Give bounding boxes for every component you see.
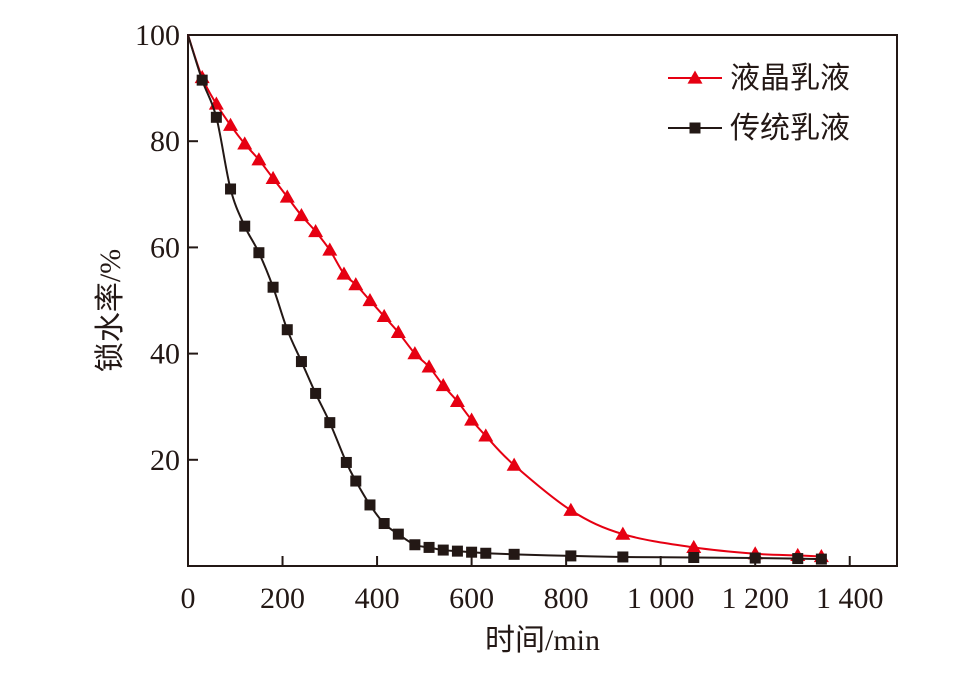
x-tick-label: 0 bbox=[181, 582, 196, 615]
x-tick-label: 1 000 bbox=[627, 582, 695, 615]
legend-item-2: 传统乳液 bbox=[668, 112, 850, 145]
data-point bbox=[265, 170, 281, 184]
data-point bbox=[451, 545, 463, 557]
data-point bbox=[225, 183, 237, 195]
legend-label: 传统乳液 bbox=[730, 112, 850, 145]
data-point bbox=[688, 552, 700, 564]
data-point bbox=[340, 456, 352, 468]
data-point bbox=[253, 247, 265, 259]
data-point bbox=[308, 223, 324, 238]
x-tick-label: 800 bbox=[544, 582, 589, 615]
y-tick-label: 20 bbox=[150, 444, 180, 477]
series-layer bbox=[187, 34, 829, 565]
data-point bbox=[686, 539, 702, 554]
data-point bbox=[508, 548, 520, 560]
legend-marker bbox=[687, 70, 703, 84]
data-point bbox=[267, 281, 279, 293]
data-point bbox=[348, 277, 364, 291]
data-point bbox=[239, 220, 251, 232]
x-tick-label: 200 bbox=[260, 582, 305, 615]
data-point bbox=[378, 518, 390, 530]
data-point bbox=[210, 111, 222, 123]
data-point bbox=[792, 553, 804, 565]
y-axis-title: 锁水率/% bbox=[94, 249, 127, 372]
data-point bbox=[251, 152, 267, 166]
y-tick-label: 80 bbox=[150, 125, 180, 158]
series-2 bbox=[187, 34, 827, 565]
y-tick-label: 60 bbox=[150, 231, 180, 264]
legend-marker bbox=[689, 122, 701, 134]
data-point bbox=[322, 242, 338, 256]
y-tick-label: 100 bbox=[135, 19, 180, 52]
x-axis-title: 时间/min bbox=[485, 624, 600, 657]
data-point bbox=[749, 552, 761, 564]
data-point bbox=[423, 541, 435, 553]
legend-item-1: 液晶乳液 bbox=[668, 62, 850, 95]
data-point bbox=[293, 208, 309, 222]
y-tick-label: 40 bbox=[150, 338, 180, 371]
data-point bbox=[390, 324, 406, 338]
x-tick-label: 1 200 bbox=[721, 582, 789, 615]
data-point bbox=[279, 189, 295, 203]
data-point bbox=[324, 417, 336, 429]
data-point bbox=[615, 526, 631, 540]
x-tick-label: 600 bbox=[449, 582, 494, 615]
data-point bbox=[376, 308, 392, 323]
series-line bbox=[187, 34, 822, 558]
data-point bbox=[617, 551, 629, 563]
data-point bbox=[480, 547, 492, 559]
data-point bbox=[421, 359, 437, 373]
data-point bbox=[435, 377, 451, 392]
data-point bbox=[437, 544, 449, 556]
data-point bbox=[478, 428, 494, 442]
legend-label: 液晶乳液 bbox=[730, 62, 850, 95]
data-point bbox=[409, 539, 421, 551]
data-point bbox=[563, 502, 579, 516]
data-point bbox=[350, 475, 362, 487]
axes: 0 200 400 600 800 1 000 1 200 1 400 20 40 60 80 100 bbox=[135, 19, 898, 615]
data-point bbox=[281, 324, 293, 336]
data-point bbox=[310, 387, 322, 399]
data-point bbox=[295, 356, 307, 368]
x-tick-label: 400 bbox=[355, 582, 400, 615]
x-tick-label: 1 400 bbox=[816, 582, 884, 615]
data-point bbox=[449, 393, 465, 408]
data-point bbox=[362, 293, 378, 307]
data-point bbox=[364, 499, 376, 511]
data-point bbox=[237, 136, 253, 150]
data-point bbox=[506, 457, 522, 471]
data-point bbox=[815, 553, 827, 565]
plot-frame bbox=[187, 34, 898, 567]
data-point bbox=[565, 550, 577, 562]
data-point bbox=[336, 266, 352, 280]
data-point bbox=[407, 346, 423, 360]
data-point bbox=[392, 528, 404, 540]
series-line bbox=[187, 34, 822, 561]
data-point bbox=[196, 74, 208, 86]
data-point bbox=[464, 412, 480, 426]
data-point bbox=[466, 546, 478, 558]
data-point bbox=[223, 117, 239, 131]
